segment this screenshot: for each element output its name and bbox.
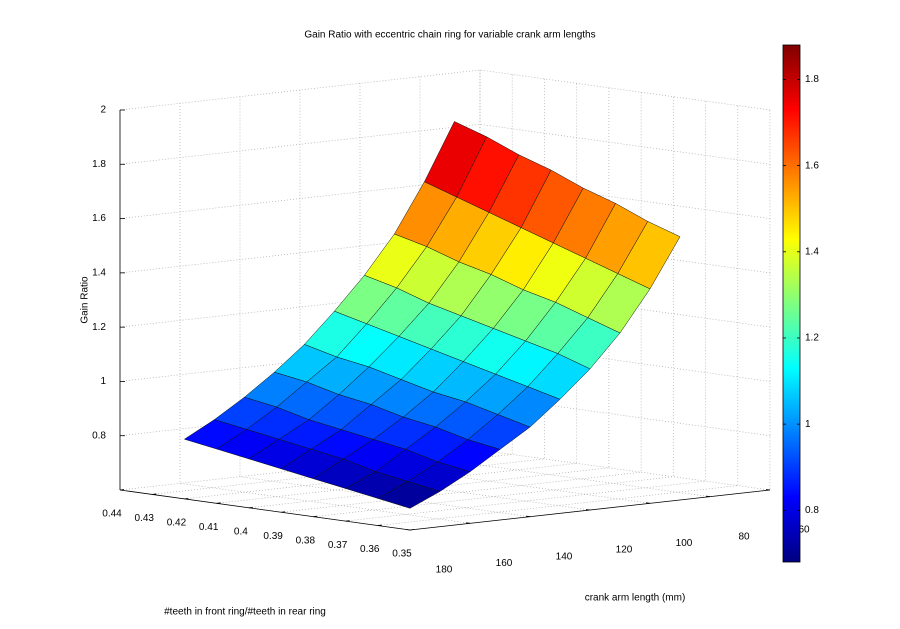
grid-line bbox=[179, 103, 471, 524]
y-axis-line bbox=[119, 489, 411, 531]
y-tick bbox=[345, 520, 350, 522]
grid-line bbox=[299, 90, 591, 511]
y-tick-label: 0.41 bbox=[199, 522, 219, 533]
y-tick bbox=[119, 489, 125, 491]
y-tick-label: 0.35 bbox=[392, 549, 412, 560]
x-tick-label: 100 bbox=[676, 538, 693, 549]
x-tick bbox=[585, 509, 591, 511]
x-tick-label: 120 bbox=[616, 545, 633, 556]
y-tick bbox=[184, 497, 189, 500]
y-tick bbox=[409, 529, 415, 531]
y-tick-label: 0.38 bbox=[296, 535, 316, 546]
grid-line bbox=[359, 83, 651, 504]
colorbar bbox=[782, 44, 801, 563]
z-tick-label: 1.6 bbox=[92, 213, 106, 224]
grid-line bbox=[119, 341, 771, 382]
chart-title: Gain Ratio with eccentric chain ring for… bbox=[304, 30, 595, 41]
z-tick-label: 0.8 bbox=[92, 430, 106, 441]
z-axis-label: Gain Ratio bbox=[80, 276, 91, 324]
grid-line bbox=[119, 286, 771, 328]
colorbar-tick-label: 1.6 bbox=[805, 160, 819, 171]
x-tick bbox=[705, 495, 711, 498]
y-tick bbox=[248, 506, 253, 509]
colorbar-tick-label: 1.4 bbox=[805, 246, 819, 257]
x-tick-label: 140 bbox=[556, 551, 573, 562]
grid-line bbox=[239, 96, 531, 518]
y-tick-label: 0.43 bbox=[134, 513, 154, 524]
x-axis-label: crank arm length (mm) bbox=[585, 593, 686, 604]
grid-line bbox=[377, 105, 739, 526]
x-tick bbox=[765, 489, 771, 491]
y-tick bbox=[216, 502, 221, 504]
grid-line bbox=[345, 101, 706, 522]
z-tick-label: 2 bbox=[100, 105, 106, 116]
x-tick bbox=[405, 529, 411, 531]
x-tick-label: 60 bbox=[798, 525, 810, 536]
x-tick bbox=[465, 522, 471, 524]
y-tick-label: 0.4 bbox=[234, 526, 248, 537]
surface-cell bbox=[377, 481, 441, 509]
colorbar-tick-label: 1.2 bbox=[805, 333, 819, 344]
y-tick bbox=[152, 493, 157, 495]
grid-line bbox=[119, 232, 771, 274]
y-tick-label: 0.37 bbox=[328, 540, 348, 551]
grid-line bbox=[119, 69, 771, 111]
z-tick-label: 1.4 bbox=[92, 267, 106, 278]
colorbar-tick-label: 0.8 bbox=[805, 505, 819, 516]
y-axis-label: #teeth in front ring/#teeth in rear ring bbox=[164, 607, 326, 618]
y-tick-label: 0.42 bbox=[167, 518, 187, 529]
y-tick bbox=[281, 511, 286, 513]
y-tick-label: 0.44 bbox=[102, 509, 122, 520]
grid-line bbox=[313, 96, 674, 518]
x-tick-label: 180 bbox=[436, 565, 453, 576]
x-tick-label: 80 bbox=[738, 531, 750, 542]
colorbar-tick-label: 1 bbox=[805, 419, 811, 430]
y-tick-label: 0.36 bbox=[360, 544, 380, 555]
x-tick-label: 160 bbox=[496, 558, 513, 569]
x-tick bbox=[645, 502, 651, 504]
z-tick-label: 1.8 bbox=[92, 159, 106, 170]
y-tick bbox=[313, 515, 318, 518]
x-tick bbox=[525, 515, 531, 518]
y-tick bbox=[377, 524, 382, 526]
colorbar-tick-label: 1.8 bbox=[805, 74, 819, 85]
z-tick-label: 1 bbox=[100, 376, 106, 387]
y-tick-label: 0.39 bbox=[263, 531, 283, 542]
z-tick-label: 1.2 bbox=[92, 322, 106, 333]
